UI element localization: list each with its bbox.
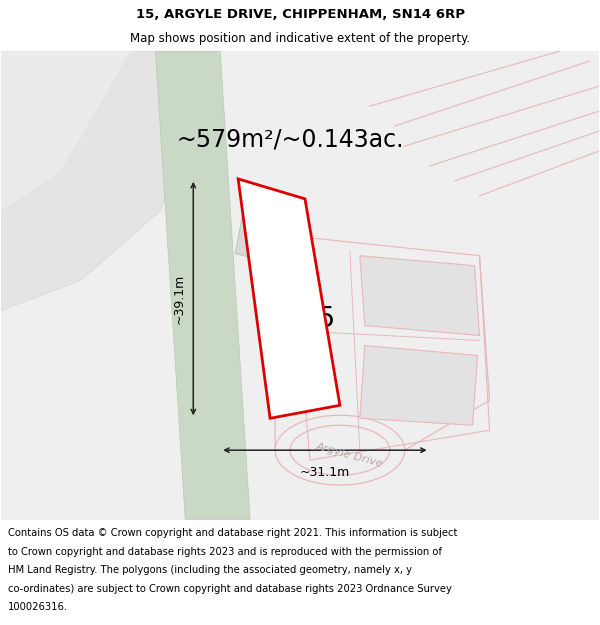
Text: 15, ARGYLE DRIVE, CHIPPENHAM, SN14 6RP: 15, ARGYLE DRIVE, CHIPPENHAM, SN14 6RP xyxy=(136,8,464,21)
Polygon shape xyxy=(1,51,599,520)
Text: co-ordinates) are subject to Crown copyright and database rights 2023 Ordnance S: co-ordinates) are subject to Crown copyr… xyxy=(8,584,452,594)
Text: ~31.1m: ~31.1m xyxy=(300,466,350,479)
Text: Argyle Drive: Argyle Drive xyxy=(315,441,385,469)
Text: Contains OS data © Crown copyright and database right 2021. This information is : Contains OS data © Crown copyright and d… xyxy=(8,528,457,538)
Text: ~579m²/~0.143ac.: ~579m²/~0.143ac. xyxy=(176,127,404,151)
Polygon shape xyxy=(360,256,479,336)
Text: HM Land Registry. The polygons (including the associated geometry, namely x, y: HM Land Registry. The polygons (includin… xyxy=(8,565,412,575)
Polygon shape xyxy=(1,51,220,311)
Polygon shape xyxy=(1,51,130,211)
Text: ~39.1m: ~39.1m xyxy=(172,274,185,324)
Polygon shape xyxy=(155,51,250,520)
Text: Map shows position and indicative extent of the property.: Map shows position and indicative extent… xyxy=(130,32,470,45)
Polygon shape xyxy=(235,201,295,266)
Text: 15: 15 xyxy=(301,304,335,332)
Polygon shape xyxy=(360,346,478,425)
Text: 100026316.: 100026316. xyxy=(8,602,68,612)
Polygon shape xyxy=(238,179,340,418)
Text: to Crown copyright and database rights 2023 and is reproduced with the permissio: to Crown copyright and database rights 2… xyxy=(8,547,442,557)
